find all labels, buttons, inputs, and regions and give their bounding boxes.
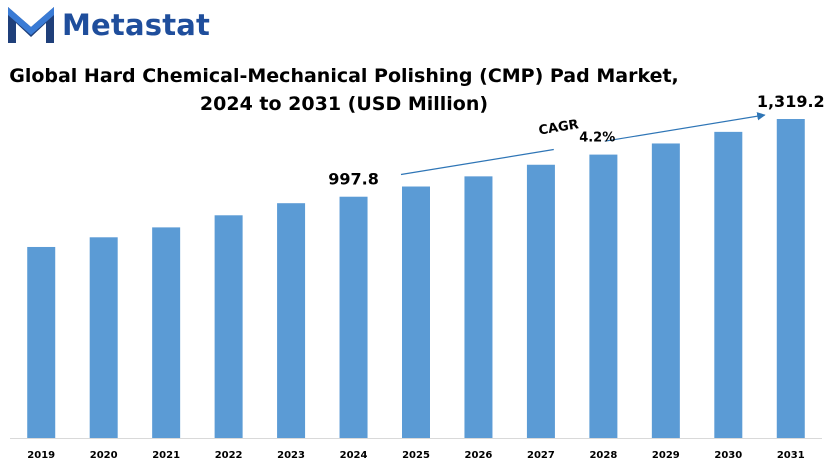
- chart-bars: [27, 119, 805, 439]
- chart-title-line-1: Global Hard Chemical-Mechanical Polishin…: [9, 65, 679, 87]
- bar-2021: [152, 227, 181, 438]
- chart-title: Global Hard Chemical-Mechanical Polishin…: [0, 62, 688, 118]
- brand-logo: Metastat: [6, 4, 210, 46]
- bar-2020: [89, 237, 118, 438]
- bar-2031: [776, 119, 805, 438]
- x-tick-label-2030: 2030: [714, 450, 742, 461]
- x-tick-label-2020: 2020: [90, 450, 118, 461]
- bar-2030: [714, 131, 743, 439]
- x-tick-label-2022: 2022: [215, 450, 243, 461]
- x-tick-label-2025: 2025: [402, 450, 430, 461]
- bar-2027: [526, 164, 555, 438]
- cagr-arrow-right-segment: [604, 112, 766, 142]
- cagr-annotation: CAGR 4.2%: [400, 112, 766, 176]
- x-tick-label-2019: 2019: [27, 450, 55, 461]
- bar-2025: [402, 186, 430, 438]
- chart-title-line-2: 2024 to 2031 (USD Million): [199, 93, 489, 115]
- x-tick-label-2031: 2031: [777, 450, 805, 461]
- x-tick-label-2028: 2028: [589, 450, 617, 461]
- bar-2026: [464, 176, 493, 438]
- bar-2023: [277, 203, 306, 438]
- bar-2028: [589, 154, 618, 438]
- cagr-arrow-left-segment: [400, 148, 554, 176]
- x-tick-label-2026: 2026: [465, 450, 493, 461]
- x-axis-tick-labels: 2019 2020 2021 2022 2023 2024 2025 2026 2027 2028…: [27, 450, 804, 461]
- data-labels: 997.8 1,319.2: [328, 92, 824, 189]
- bar-2019: [27, 246, 56, 438]
- x-tick-label-2029: 2029: [652, 450, 680, 461]
- bar-2022: [214, 215, 243, 438]
- cagr-value: 4.2%: [579, 130, 615, 145]
- bar-2024: [339, 196, 368, 438]
- x-tick-label-2027: 2027: [527, 450, 555, 461]
- x-tick-label-2024: 2024: [340, 450, 368, 461]
- brand-name: Metastat: [62, 8, 211, 42]
- data-label-2031: 1,319.2: [757, 92, 825, 111]
- bar-2029: [651, 143, 680, 438]
- data-label-2024: 997.8: [328, 170, 379, 189]
- cagr-label: CAGR: [538, 117, 580, 138]
- x-tick-label-2021: 2021: [152, 450, 180, 461]
- x-tick-label-2023: 2023: [277, 450, 305, 461]
- metastat-logo-icon: [8, 7, 54, 43]
